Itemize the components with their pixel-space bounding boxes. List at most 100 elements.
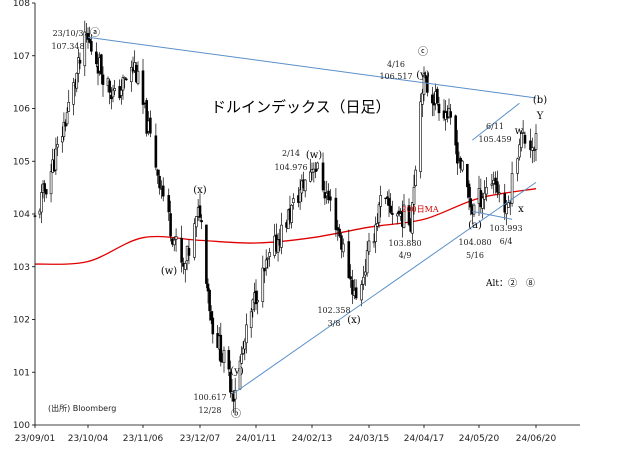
annotation-label: 103.993 [489, 224, 522, 233]
candle-body [365, 250, 369, 274]
annotation-label: 5/16 [466, 251, 484, 260]
candle-body [180, 237, 183, 263]
candle-body [456, 142, 459, 164]
candle-body [174, 236, 178, 240]
candle-body [483, 192, 486, 200]
trendline [472, 210, 513, 220]
candle-body [467, 183, 471, 198]
candle-body [391, 212, 394, 215]
candle-body [211, 317, 215, 335]
x-tick-label: 24/04/17 [404, 434, 444, 444]
candle-body [396, 213, 399, 217]
candle-body [195, 216, 198, 228]
annotation-label: 100.617 [193, 393, 226, 402]
y-tick-label: 107 [13, 52, 30, 62]
candle-body [44, 189, 48, 195]
candle-body [387, 198, 391, 206]
candle-body [40, 192, 43, 213]
candle-body [466, 163, 469, 188]
candle-body [472, 204, 476, 215]
candle-body [83, 31, 87, 67]
candle-body [529, 140, 532, 151]
candle-body [241, 347, 245, 354]
candle-body [411, 202, 414, 234]
x-tick-label: 24/02/13 [292, 434, 332, 444]
candle-body [421, 92, 424, 105]
candle-body [347, 241, 351, 279]
candle-body [280, 224, 283, 248]
candle-body [183, 263, 187, 270]
annotation-label: 104.080 [458, 238, 491, 247]
candle-body [125, 78, 128, 81]
candle-body [222, 349, 226, 363]
annotation-label: (x) [193, 185, 207, 196]
annotation-label: 12/28 [198, 406, 221, 415]
candle-body [349, 276, 352, 280]
annotation-label: 4/9 [399, 251, 412, 260]
candle-body [389, 205, 392, 213]
candle-body [338, 228, 341, 237]
candle-body [209, 311, 213, 321]
candle-body [414, 169, 417, 186]
candle-body [172, 239, 176, 246]
candle-body [372, 241, 376, 244]
chart-title: ドルインデックス（日足） [211, 98, 391, 116]
candle-body [169, 213, 172, 237]
trendline [233, 181, 537, 394]
candle-body [249, 311, 253, 329]
x-tick-label: 24/06/20 [516, 434, 557, 444]
candle-body [65, 112, 69, 125]
source-label: (出所) Bloomberg [48, 403, 116, 413]
candle-body [187, 247, 191, 256]
candle-body [145, 100, 148, 134]
candle-body [292, 198, 295, 204]
annotation-label: (w) [306, 150, 322, 161]
candle-body [521, 132, 525, 135]
candle-body [193, 223, 196, 258]
candle-body [316, 162, 319, 170]
candle-body [340, 235, 343, 250]
candle-body [374, 224, 377, 242]
annotation-label: 102.358 [317, 306, 350, 315]
candle-body [208, 289, 211, 312]
candle-body [62, 121, 66, 137]
candle-body [276, 239, 280, 253]
candle-body [121, 77, 125, 91]
candle-body [54, 148, 58, 171]
candle-body [327, 190, 330, 201]
candle-body [154, 135, 158, 168]
candle-body [240, 353, 243, 364]
candle-body [334, 197, 338, 230]
candle-body [341, 243, 345, 253]
annotation-label: ⓐ [90, 27, 100, 39]
annotation-label: Y [536, 111, 544, 122]
candle-body [518, 144, 521, 158]
y-tick-label: 100 [13, 421, 30, 431]
x-tick-label: 24/05/20 [459, 434, 500, 444]
y-tick-label: 101 [13, 368, 30, 378]
annotation-label: ⓒ [418, 46, 428, 58]
candle-body [120, 89, 123, 96]
candle-body [206, 283, 210, 292]
candle-body [200, 220, 203, 223]
annotation-label: 200日MA [401, 205, 438, 214]
candle-body [329, 196, 332, 201]
candle-body [494, 177, 497, 185]
candle-body [130, 67, 133, 83]
candle-body [268, 252, 271, 257]
candle-body [88, 38, 91, 43]
candle-body [402, 204, 406, 228]
x-tick-label: 23/11/06 [123, 434, 164, 444]
candle-body [95, 51, 98, 65]
candle-body [101, 74, 105, 85]
candle-body [379, 195, 382, 207]
candle-body [303, 179, 307, 192]
annotation-label: (x) [347, 315, 361, 326]
candle-body [227, 349, 231, 370]
annotation-label: (w) [161, 266, 177, 277]
candle-body [376, 223, 379, 227]
candle-body [362, 276, 365, 285]
annotation-label: (y) [230, 366, 244, 377]
candle-body [431, 94, 434, 104]
